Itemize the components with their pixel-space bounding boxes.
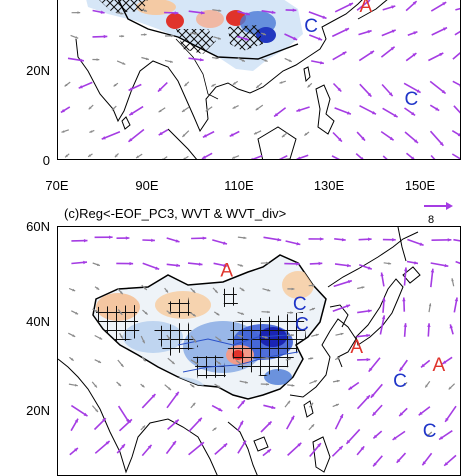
wind-vector-head xyxy=(62,130,65,133)
map-top: AACCC xyxy=(58,0,461,160)
island-philippines xyxy=(316,85,334,134)
wind-vector-head xyxy=(240,264,243,267)
wind-vector-head xyxy=(320,237,324,240)
island-srilanka xyxy=(122,117,130,129)
wind-vector-head xyxy=(203,237,207,240)
y-tick-bottom-20n: 20N xyxy=(6,403,50,418)
panel-title: (c)Reg<-EOF_PC3, WVT & WVT_div> xyxy=(64,206,286,221)
island-taiwan xyxy=(304,67,310,81)
wind-vector-head xyxy=(121,35,124,38)
wind-vector-head xyxy=(296,108,300,111)
wind-vector-head xyxy=(297,157,301,160)
wind-vector xyxy=(383,156,394,160)
cyclone-marker: C xyxy=(293,294,307,315)
cyclone-marker: C xyxy=(405,89,419,110)
island-sumatra xyxy=(168,129,198,160)
x-tick-150e: 150E xyxy=(395,178,445,193)
reference-vector-label: 8 xyxy=(428,214,434,226)
reference-vector xyxy=(422,201,456,211)
significance-hatching xyxy=(223,287,238,307)
wind-vector-head xyxy=(279,81,282,83)
map-panel-top: AACCC xyxy=(57,0,461,160)
wind-vector xyxy=(270,156,288,160)
wind-vector xyxy=(161,157,167,160)
y-tick-bottom-60n: 60N xyxy=(6,219,50,234)
x-tick-70e: 70E xyxy=(32,178,82,193)
wind-vector xyxy=(250,156,263,160)
wind-vector-head xyxy=(427,323,431,327)
wind-vector-head xyxy=(144,33,147,36)
wind-vector xyxy=(453,240,461,242)
cyclone-marker: C xyxy=(304,16,318,37)
shading-positive-center xyxy=(166,13,184,29)
wind-vector-head xyxy=(382,298,386,302)
anticyclone-marker: A xyxy=(432,355,445,376)
wind-vector-head xyxy=(104,35,108,39)
wind-vector-head xyxy=(176,239,180,242)
wind-vector-head xyxy=(404,323,408,327)
wind-vector xyxy=(356,154,364,160)
wind-vector-head xyxy=(78,11,81,14)
island-borneo xyxy=(258,127,296,160)
wind-vector-head xyxy=(109,236,113,239)
island-hainan xyxy=(254,437,268,451)
sakhalin xyxy=(398,227,406,261)
anticyclone-marker: A xyxy=(350,337,363,358)
wind-vector-head xyxy=(319,262,323,265)
wind-vector xyxy=(452,154,461,160)
map-bottom: AACCCAACC xyxy=(58,227,461,476)
x-tick-110e: 110E xyxy=(214,178,264,193)
cyclone-marker: C xyxy=(295,315,309,336)
wind-vector xyxy=(453,81,461,87)
wind-vector xyxy=(454,106,461,118)
x-tick-130e: 130E xyxy=(304,178,354,193)
wind-vector xyxy=(183,156,189,160)
y-tick-bottom-40n: 40N xyxy=(6,314,50,329)
cyclone-marker: C xyxy=(393,371,407,392)
wind-vector xyxy=(453,47,461,59)
wind-vector xyxy=(455,6,461,10)
y-tick-top-0: 0 xyxy=(6,153,50,168)
wind-vector-head xyxy=(368,266,372,269)
island-taiwan xyxy=(304,401,313,417)
y-tick-top-20n: 20N xyxy=(6,63,50,78)
wind-vector-head xyxy=(367,358,371,362)
wind-vector-head xyxy=(368,238,372,242)
wind-vector-head xyxy=(448,238,452,242)
wind-vector-head xyxy=(151,239,155,242)
wind-vector-head xyxy=(130,262,134,266)
wind-vector-head xyxy=(404,267,408,271)
anticyclone-marker: A xyxy=(220,260,233,281)
wind-vector xyxy=(332,156,349,160)
wind-vector-head xyxy=(97,58,100,61)
wind-vector-head xyxy=(155,267,159,270)
cyclone-marker: C xyxy=(423,421,437,442)
anticyclone-marker: A xyxy=(359,0,372,17)
wind-vector-head xyxy=(402,298,405,302)
island-philippines xyxy=(313,437,330,472)
x-tick-90e: 90E xyxy=(122,178,172,193)
map-panel-bottom: AACCCAACC xyxy=(57,226,461,476)
wind-vector xyxy=(455,26,461,35)
wind-vector xyxy=(456,262,461,267)
wind-vector-head xyxy=(84,239,88,242)
wind-vector xyxy=(431,156,442,161)
wind-vector-head xyxy=(126,236,130,240)
indochina-coast xyxy=(228,422,258,476)
wind-vector-head xyxy=(392,238,396,242)
